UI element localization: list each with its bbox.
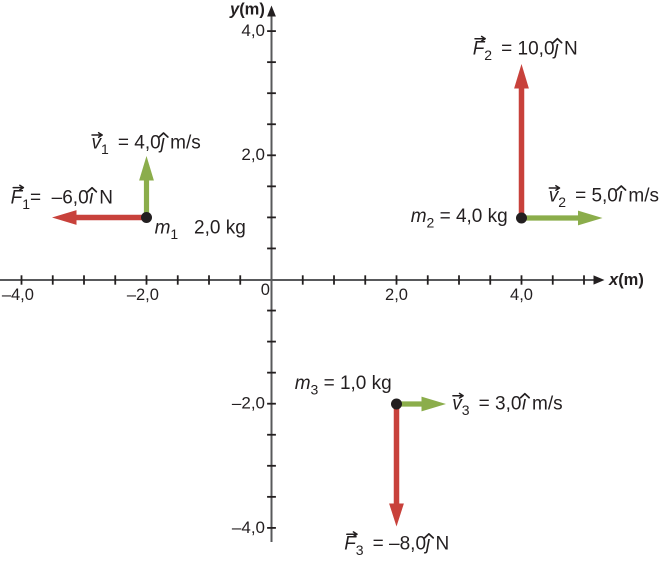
svg-text:x(m): x(m) (608, 271, 644, 289)
svg-text:4,0: 4,0 (241, 21, 265, 40)
svg-text:v1 = 4,0ȷ m/s: v1 = 4,0ȷ m/s (92, 133, 201, 158)
svg-text:2,0: 2,0 (241, 145, 265, 164)
svg-text:–4,0: –4,0 (2, 286, 34, 304)
svg-text:–4,0: –4,0 (232, 518, 265, 537)
svg-text:F2 = 10,0ȷ N: F2 = 10,0ȷ N (473, 38, 578, 63)
svg-text:v2 = 5,0ı m/s: v2 = 5,0ı m/s (549, 186, 659, 211)
svg-text:m2 = 4,0 kg: m2 = 4,0 kg (411, 206, 508, 231)
svg-text:F3 = –8,0ȷ N: F3 = –8,0ȷ N (344, 534, 449, 559)
svg-text:4,0: 4,0 (510, 286, 533, 304)
svg-text:m1 2,0 kg: m1 2,0 kg (155, 218, 246, 243)
svg-text:2,0: 2,0 (385, 286, 408, 304)
svg-text:–2,0: –2,0 (232, 394, 265, 413)
svg-text:F1= –6,0ı N: F1= –6,0ı N (11, 188, 113, 213)
svg-text:–2,0: –2,0 (127, 286, 159, 304)
svg-text:v3 = 3,0ı m/s: v3 = 3,0ı m/s (452, 393, 562, 418)
svg-text:y(m): y(m) (229, 1, 265, 19)
svg-text:m3 = 1,0 kg: m3 = 1,0 kg (295, 373, 392, 398)
svg-text:0: 0 (261, 281, 270, 299)
